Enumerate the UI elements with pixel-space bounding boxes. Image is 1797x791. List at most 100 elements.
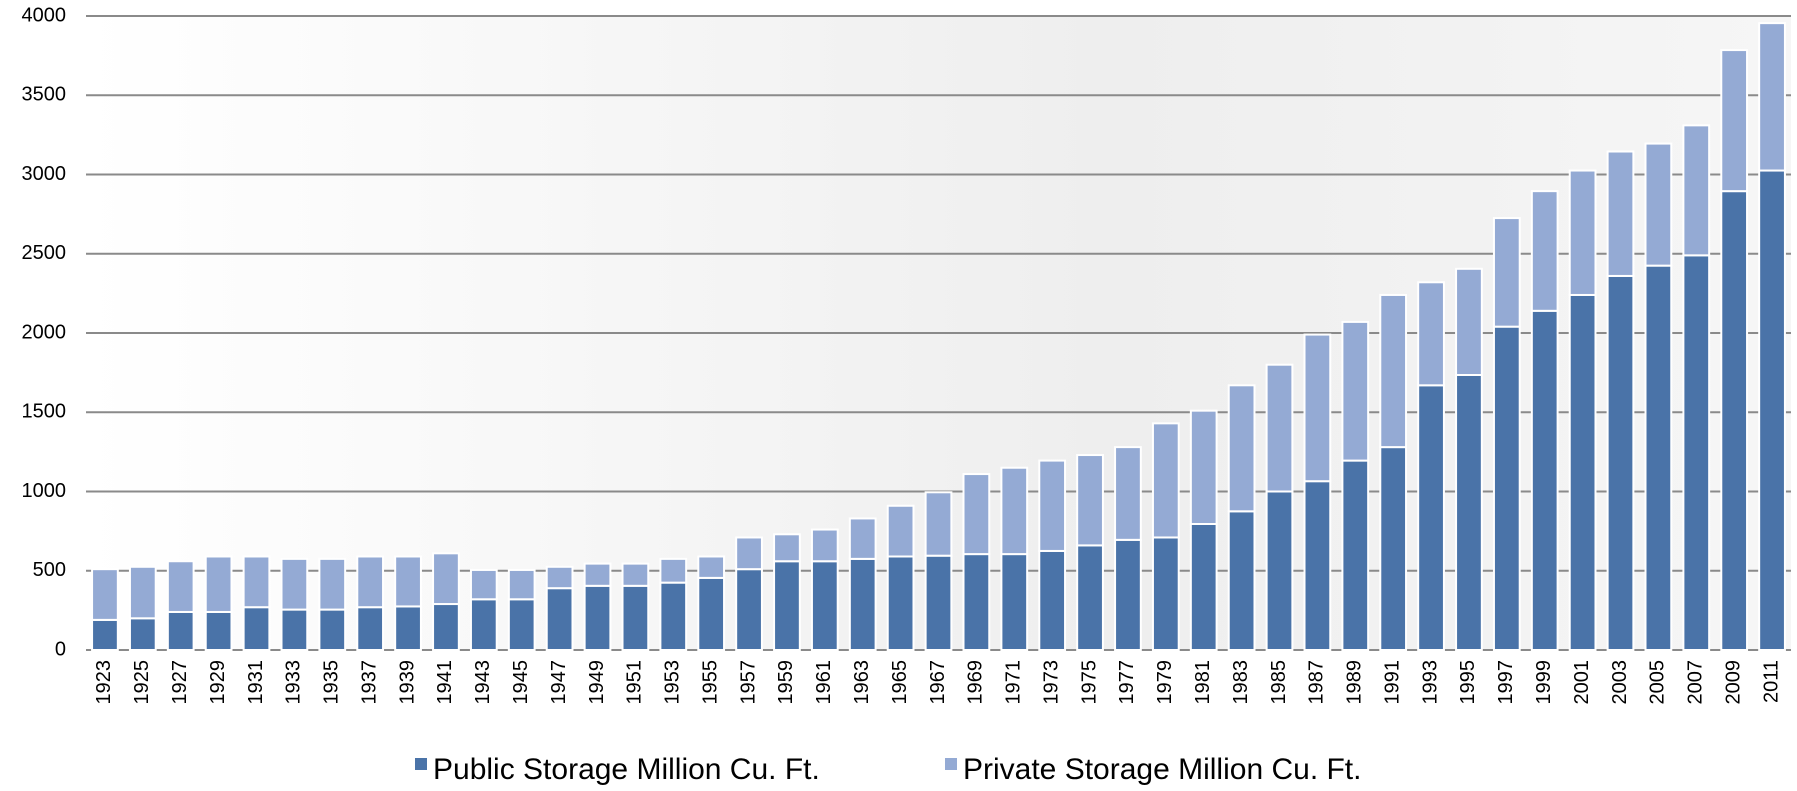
x-tick-label: 1979 — [1154, 660, 1176, 705]
bar-segment — [812, 561, 838, 650]
bar-segment — [92, 620, 118, 650]
bar-segment — [547, 567, 573, 588]
x-tick-label: 1967 — [927, 660, 949, 705]
bar-segment — [471, 570, 497, 599]
bar-segment — [698, 578, 724, 650]
bar-segment — [471, 599, 497, 650]
x-tick-label: 1951 — [624, 660, 646, 705]
bar-segment — [1494, 218, 1520, 327]
x-tick-label: 1935 — [321, 660, 343, 705]
bar-segment — [1646, 266, 1672, 650]
bar-segment — [1342, 461, 1368, 650]
x-tick-label: 1997 — [1495, 660, 1517, 705]
x-tick-label: 1989 — [1344, 660, 1366, 705]
bar-segment — [244, 607, 270, 650]
bar-segment — [1456, 375, 1482, 650]
bar-segment — [926, 492, 952, 555]
x-tick-label: 2003 — [1609, 660, 1631, 705]
bar-segment — [1456, 269, 1482, 375]
bar-segment — [1418, 385, 1444, 650]
y-tick-label: 3000 — [22, 163, 67, 185]
x-tick-label: 2009 — [1722, 660, 1744, 705]
x-tick-label: 1961 — [813, 660, 835, 705]
bar-segment — [736, 537, 762, 569]
legend-swatch — [945, 758, 957, 770]
bar-segment — [1229, 511, 1255, 650]
bar-segment — [1380, 447, 1406, 650]
x-tick-label: 2007 — [1685, 660, 1707, 705]
bar-segment — [1342, 322, 1368, 461]
bar-segment — [1759, 171, 1785, 650]
bar-segment — [1683, 255, 1709, 650]
bar-segment — [168, 612, 194, 650]
bar-segment — [964, 554, 990, 650]
x-tick-label: 1991 — [1381, 660, 1403, 705]
x-tick-label: 1941 — [434, 660, 456, 705]
bar-segment — [964, 474, 990, 554]
x-tick-label: 1937 — [358, 660, 380, 705]
bar-segment — [1532, 191, 1558, 311]
y-tick-label: 3500 — [22, 84, 67, 106]
bar-segment — [509, 599, 535, 650]
x-tick-label: 1925 — [131, 660, 153, 705]
x-tick-label: 1933 — [283, 660, 305, 705]
bar-segment — [1721, 50, 1747, 191]
x-tick-label: 1985 — [1268, 660, 1290, 705]
bar-segment — [1570, 295, 1596, 650]
x-tick-label: 1927 — [169, 660, 191, 705]
x-tick-label: 1945 — [510, 660, 532, 705]
bar-segment — [433, 604, 459, 650]
x-tick-label: 1965 — [889, 660, 911, 705]
x-tick-label: 1969 — [965, 660, 987, 705]
bar-segment — [1721, 191, 1747, 650]
x-tick-label: 1977 — [1116, 660, 1138, 705]
bar-segment — [774, 561, 800, 650]
x-tick-label: 1973 — [1040, 660, 1062, 705]
legend-label: Private Storage Million Cu. Ft. — [963, 753, 1361, 786]
bar-segment — [1608, 276, 1634, 650]
bar-segment — [1683, 125, 1709, 255]
bar-segment — [1191, 411, 1217, 524]
bar-segment — [1039, 461, 1065, 551]
x-tick-label: 1931 — [245, 660, 267, 705]
x-tick-label: 1971 — [1003, 660, 1025, 705]
y-tick-label: 1000 — [22, 480, 67, 502]
bar-segment — [130, 567, 156, 619]
x-tick-label: 2005 — [1647, 660, 1669, 705]
bar-segment — [1418, 282, 1444, 385]
bar-segment — [1267, 492, 1293, 651]
bar-segment — [168, 561, 194, 612]
bar-segment — [1532, 311, 1558, 650]
bar-segment — [1115, 540, 1141, 650]
bar-segment — [1077, 455, 1103, 545]
x-tick-label: 1955 — [699, 660, 721, 705]
bar-segment — [509, 570, 535, 599]
bar-segment — [1153, 537, 1179, 650]
x-tick-label: 1993 — [1419, 660, 1441, 705]
bar-segment — [282, 610, 308, 650]
bar-segment — [736, 569, 762, 650]
x-tick-label: 2001 — [1571, 660, 1593, 705]
bar-segment — [623, 564, 649, 586]
bar-segment — [812, 530, 838, 562]
y-tick-label: 4000 — [22, 4, 67, 26]
bar-segment — [130, 618, 156, 650]
x-tick-label: 1929 — [207, 660, 229, 705]
chart: Public Storage Million Cu. Ft.Private St… — [0, 0, 1797, 791]
bar-segment — [1305, 335, 1331, 482]
bar-segment — [1759, 23, 1785, 170]
x-tick-label: 1981 — [1192, 660, 1214, 705]
x-tick-label: 1957 — [737, 660, 759, 705]
bar-segment — [395, 606, 421, 650]
bar-segment — [547, 588, 573, 650]
y-tick-label: 2500 — [22, 242, 67, 264]
bar-segment — [660, 559, 686, 583]
bar-segment — [1305, 481, 1331, 650]
bar-segment — [1646, 144, 1672, 266]
bar-segment — [1267, 365, 1293, 492]
legend-swatch — [415, 758, 427, 770]
bar-segment — [888, 506, 914, 557]
bar-segment — [244, 556, 270, 607]
y-tick-label: 500 — [33, 559, 66, 581]
bar-segment — [585, 564, 611, 586]
